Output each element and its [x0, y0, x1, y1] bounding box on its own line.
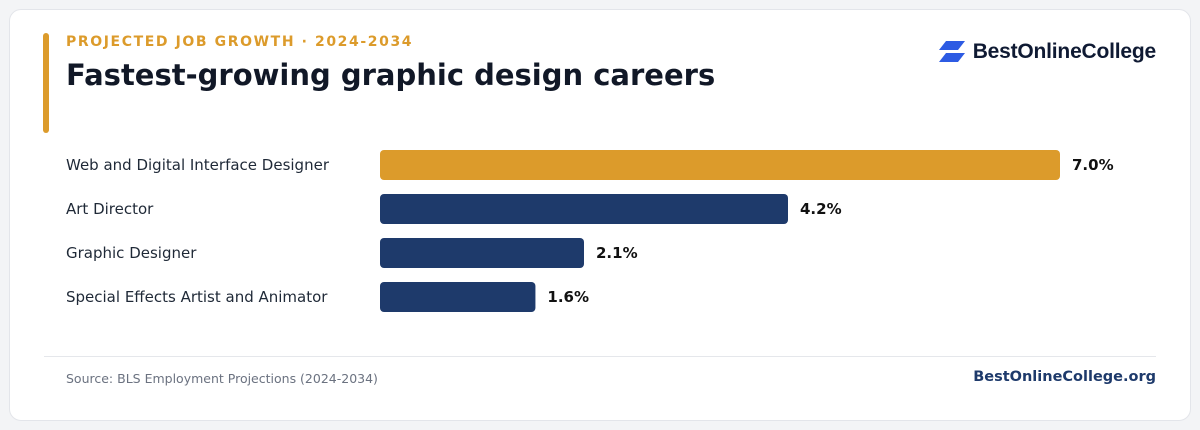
- chart-eyebrow: PROJECTED JOB GROWTH · 2024-2034: [66, 34, 414, 50]
- value-label: 4.2%: [800, 200, 842, 218]
- footer-divider: [44, 356, 1156, 357]
- chart-title: Fastest-growing graphic design careers: [66, 58, 716, 92]
- bar: [380, 282, 536, 312]
- accent-bar: [43, 33, 49, 133]
- brand-logo-icon: [938, 41, 965, 62]
- brand-name: BestOnlineCollege: [972, 40, 1157, 63]
- category-label: Web and Digital Interface Designer: [66, 156, 330, 174]
- bar: [380, 238, 584, 268]
- bar: [380, 150, 1060, 180]
- category-label: Special Effects Artist and Animator: [66, 288, 328, 306]
- source-note: Source: BLS Employment Projections (2024…: [66, 371, 378, 386]
- bar: [380, 194, 788, 224]
- value-label: 2.1%: [596, 244, 638, 262]
- value-label: 1.6%: [547, 288, 589, 306]
- category-label: Art Director: [66, 200, 154, 218]
- brand-logo[interactable]: BestOnlineCollege: [938, 40, 1157, 64]
- value-label: 7.0%: [1072, 156, 1114, 174]
- site-link[interactable]: BestOnlineCollege.org: [973, 369, 1156, 385]
- category-label: Graphic Designer: [66, 244, 197, 262]
